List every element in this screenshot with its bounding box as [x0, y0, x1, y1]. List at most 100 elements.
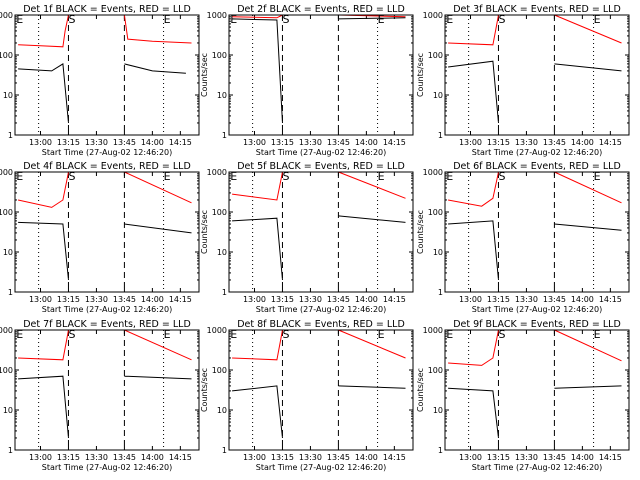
x-tick-label: 14:00	[141, 295, 164, 304]
x-tick-label: 13:30	[515, 138, 538, 147]
marker-label-e: E	[446, 13, 453, 26]
panel-title: Det 8f BLACK = Events, RED = LLD	[237, 319, 405, 330]
marker-label-e: E	[378, 170, 385, 183]
x-tick-label: 14:00	[355, 138, 378, 147]
x-tick-label: 13:15	[271, 138, 294, 147]
y-tick-label: 10	[217, 91, 227, 100]
x-tick-label: 14:15	[599, 138, 622, 147]
x-tick-label: 13:45	[113, 138, 136, 147]
lld-series-line-2	[554, 171, 622, 204]
x-tick-label: 13:45	[543, 453, 566, 462]
x-tick-label: 13:15	[487, 453, 510, 462]
lld-series-line-2	[124, 171, 192, 204]
events-series-line-4	[338, 385, 406, 389]
detector-panel-3: Det 3f BLACK = Events, RED = LLD Counts/s…	[416, 4, 630, 157]
x-tick-label: 14:15	[599, 453, 622, 462]
x-tick-label: 13:00	[243, 295, 266, 304]
marker-label-e: E	[230, 13, 237, 26]
panel-title: Det 7f BLACK = Events, RED = LLD	[23, 319, 191, 330]
marker-label-s: S	[282, 13, 289, 26]
lld-series-line-1	[232, 171, 283, 201]
y-axis-label: Counts/sec	[416, 53, 425, 97]
x-tick-label: 13:15	[57, 295, 80, 304]
marker-label-s: S	[68, 328, 75, 341]
y-tick-label: 100	[0, 208, 13, 217]
x-tick-label: 14:15	[599, 295, 622, 304]
x-tick-label: 13:30	[299, 295, 322, 304]
x-tick-label: 14:00	[355, 295, 378, 304]
y-tick-label: 1000	[207, 326, 227, 335]
y-tick-label: 1000	[207, 168, 227, 177]
detector-panel-2: Det 2f BLACK = Events, RED = LLD Counts/s…	[200, 4, 414, 157]
marker-label-e: E	[594, 328, 601, 341]
events-series-line-4	[554, 385, 622, 389]
x-tick-label: 14:15	[383, 453, 406, 462]
lld-series-line-1	[232, 14, 283, 19]
detector-panel-9: Det 9f BLACK = Events, RED = LLD Counts/s…	[416, 319, 630, 472]
y-tick-label: 1000	[423, 326, 443, 335]
panel-title: Det 5f BLACK = Events, RED = LLD	[237, 161, 405, 172]
x-tick-label: 14:00	[571, 138, 594, 147]
y-tick-label: 1	[222, 288, 227, 297]
y-tick-label: 100	[428, 208, 443, 217]
marker-label-s: S	[498, 13, 505, 26]
marker-label-s: S	[282, 328, 289, 341]
marker-label-e: E	[164, 13, 171, 26]
events-series-line-3	[232, 18, 283, 124]
events-series-line-4	[338, 215, 406, 223]
lld-series-line-2	[123, 14, 192, 44]
lld-series-line-1	[17, 171, 69, 208]
events-series-line-3	[18, 63, 69, 124]
axes-box	[444, 171, 630, 293]
x-axis-label: Start Time (27-Aug-02 12:46:20)	[472, 305, 603, 314]
marker-label-e: E	[16, 328, 23, 341]
y-tick-label: 10	[433, 248, 443, 257]
events-series-line-3	[232, 217, 283, 281]
x-axis-label: Start Time (27-Aug-02 12:46:20)	[42, 305, 173, 314]
axes-box	[228, 14, 414, 136]
y-tick-label: 10	[433, 91, 443, 100]
detector-panel-1: Det 1f BLACK = Events, RED = LLDCounts/s…	[0, 4, 200, 157]
x-axis-label: Start Time (27-Aug-02 12:46:20)	[256, 463, 387, 472]
events-series-line-4	[124, 223, 192, 234]
events-series-line-3	[18, 221, 69, 281]
x-tick-label: 13:15	[57, 453, 80, 462]
x-tick-label: 14:15	[169, 453, 192, 462]
y-tick-label: 10	[3, 91, 13, 100]
lld-series-line-1	[448, 329, 499, 366]
detector-panel-7: Det 7f BLACK = Events, RED = LLDCounts/s…	[0, 319, 200, 472]
x-tick-label: 13:45	[327, 138, 350, 147]
marker-label-s: S	[498, 328, 505, 341]
y-tick-label: 1000	[0, 11, 13, 20]
y-tick-label: 1000	[0, 326, 13, 335]
x-tick-label: 13:30	[515, 295, 538, 304]
x-tick-label: 13:30	[85, 295, 108, 304]
x-tick-label: 14:00	[571, 295, 594, 304]
x-tick-label: 13:15	[487, 138, 510, 147]
x-tick-label: 13:15	[271, 453, 294, 462]
axes-box	[14, 14, 200, 136]
axes-box	[228, 171, 414, 293]
events-series-line-3	[232, 385, 283, 439]
lld-series-line-2	[338, 171, 406, 199]
y-axis-label: Counts/sec	[200, 210, 209, 254]
x-tick-label: 13:15	[57, 138, 80, 147]
y-tick-label: 10	[433, 406, 443, 415]
x-tick-label: 13:00	[29, 453, 52, 462]
x-tick-label: 13:00	[459, 138, 482, 147]
events-series-line-3	[448, 387, 499, 439]
x-tick-label: 13:00	[459, 453, 482, 462]
lld-series-line-2	[124, 329, 192, 361]
marker-label-e: E	[378, 13, 385, 26]
y-tick-label: 10	[217, 248, 227, 257]
lld-series-line-2	[554, 329, 622, 362]
x-tick-label: 13:30	[85, 138, 108, 147]
marker-label-e: E	[594, 170, 601, 183]
x-tick-label: 13:45	[543, 138, 566, 147]
lld-series-line-1	[232, 329, 283, 361]
axes-box	[444, 14, 630, 136]
y-tick-label: 1	[222, 446, 227, 455]
x-tick-label: 14:15	[169, 295, 192, 304]
marker-label-e: E	[446, 170, 453, 183]
y-tick-label: 100	[212, 51, 227, 60]
